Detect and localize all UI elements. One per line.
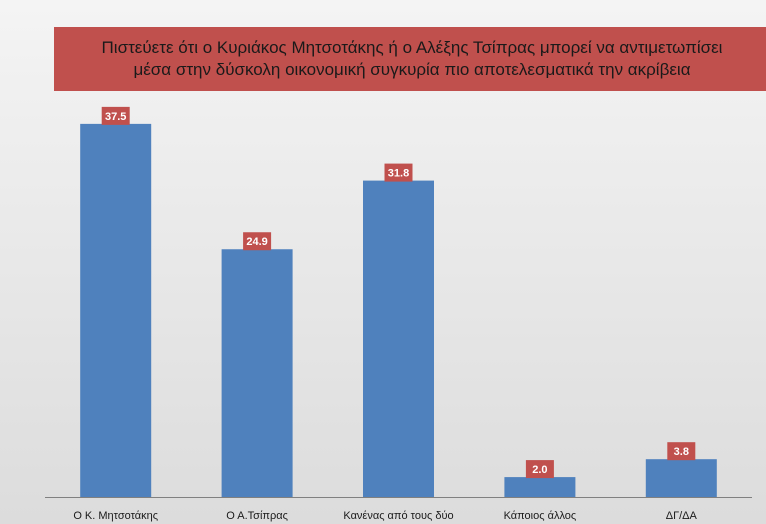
x-tick-label-0: Ο Κ. Μητσοτάκης bbox=[73, 510, 158, 522]
data-label-2: 31.8 bbox=[388, 168, 409, 180]
data-label-0: 37.5 bbox=[105, 111, 126, 123]
data-label-bg-3 bbox=[525, 460, 554, 479]
data-label-bg-1 bbox=[243, 232, 272, 251]
bar-3 bbox=[504, 477, 576, 497]
chart-title-box: Πιστεύετε ότι ο Κυριάκος Μητσοτάκης ή ο … bbox=[54, 27, 766, 91]
data-label-bg-4 bbox=[667, 442, 696, 461]
data-label-4: 3.8 bbox=[674, 446, 689, 458]
data-label-bg-2 bbox=[384, 163, 413, 182]
bar-2 bbox=[363, 180, 434, 497]
data-label-bg-0 bbox=[101, 106, 130, 125]
x-tick-label-2: Κανένας από τους δύο bbox=[343, 510, 453, 522]
bar-4 bbox=[645, 459, 717, 497]
x-tick-label-1: Ο Α.Τσίπρας bbox=[226, 510, 288, 522]
data-labels-group: 37.5 24.9 31.8 2.0 3.8 bbox=[101, 106, 696, 479]
chart-title: Πιστεύετε ότι ο Κυριάκος Μητσοτάκης ή ο … bbox=[102, 37, 723, 81]
chart-title-line-2: μέσα στην δύσκολη οικονομική συγκυρία πι… bbox=[133, 60, 691, 79]
bar-1 bbox=[221, 249, 293, 497]
data-label-3: 2.0 bbox=[532, 464, 547, 476]
x-tick-label-3: Κάποιος άλλος bbox=[504, 510, 577, 522]
bar-0 bbox=[80, 123, 152, 497]
x-tick-label-4: ΔΓ/ΔΑ bbox=[666, 510, 698, 522]
x-tick-labels-group: Ο Κ. Μητσοτάκης Ο Α.Τσίπρας Κανένας από το… bbox=[73, 510, 697, 522]
bars-group bbox=[80, 123, 717, 497]
chart-title-line-1: Πιστεύετε ότι ο Κυριάκος Μητσοτάκης ή ο … bbox=[101, 38, 723, 57]
data-label-1: 24.9 bbox=[246, 236, 267, 248]
